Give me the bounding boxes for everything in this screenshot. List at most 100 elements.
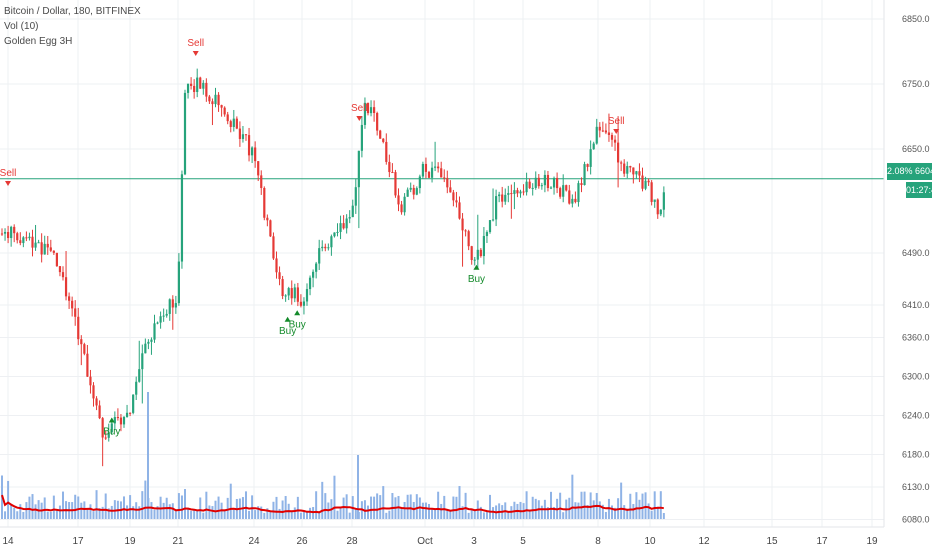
candle-body <box>144 343 147 354</box>
candle-body <box>217 94 220 106</box>
volume-bar <box>171 503 174 519</box>
time-tick-label: 19 <box>866 536 878 547</box>
volume-bar <box>113 500 116 519</box>
candle-body <box>330 236 333 248</box>
candle-body <box>254 147 257 162</box>
candle-body <box>302 301 306 306</box>
candle-body <box>290 288 293 299</box>
volume-bar <box>528 509 531 519</box>
volume-bar <box>489 494 491 519</box>
volume-bar <box>229 483 232 519</box>
time-tick-label: 24 <box>248 536 260 547</box>
volume-bar <box>348 512 351 519</box>
candle-body <box>495 196 498 220</box>
volume-bar <box>58 505 61 519</box>
candle-body <box>376 113 379 131</box>
volume-bar <box>550 491 552 519</box>
volume-bar <box>473 510 476 519</box>
candle-body <box>132 394 135 413</box>
volume-bar <box>583 491 586 519</box>
candle-body <box>211 101 214 105</box>
candle-body <box>522 191 525 193</box>
candle-body <box>165 313 168 316</box>
candle-body <box>229 121 232 127</box>
candle-body <box>455 200 458 203</box>
volume-indicator-label[interactable]: Vol (10) <box>4 21 39 32</box>
candle-body <box>13 226 16 234</box>
candle-body <box>19 240 22 244</box>
candle-body <box>617 142 620 163</box>
volume-bar <box>217 496 220 519</box>
candle-body <box>379 130 382 139</box>
volume-bar <box>434 508 437 519</box>
candle-body <box>549 187 553 189</box>
volume-bar <box>248 510 251 519</box>
candle-body <box>153 323 156 340</box>
time-tick-label: 14 <box>2 536 14 547</box>
volume-bar <box>144 480 147 519</box>
candle-body <box>440 168 443 178</box>
candle-body <box>324 246 327 249</box>
time-tick-label: 28 <box>346 536 358 547</box>
candle-body <box>58 266 62 273</box>
candle-body <box>623 163 626 174</box>
price-tick-label: 6130.0 <box>902 482 930 492</box>
volume-bar <box>461 506 464 519</box>
candle-body <box>232 118 235 127</box>
volume-bar <box>52 495 55 519</box>
candles <box>0 68 665 467</box>
candle-body <box>61 272 65 278</box>
volume-bar <box>333 475 336 519</box>
volume-bar <box>208 505 211 519</box>
volume-bar <box>281 500 284 519</box>
candle-body <box>360 124 363 151</box>
candle-body <box>357 150 360 188</box>
volume-bar <box>455 496 458 519</box>
candle-body <box>40 242 43 255</box>
volume-bar <box>400 508 403 519</box>
volume-bar <box>629 493 632 519</box>
volume-bar <box>650 510 653 519</box>
volume-bar <box>336 510 339 519</box>
volume-bar <box>266 508 269 519</box>
candle-body <box>568 190 571 204</box>
volume-bar <box>168 504 171 519</box>
candle-body <box>34 242 37 248</box>
volume-bar <box>190 510 193 519</box>
candle-body <box>116 417 119 419</box>
volume-bar <box>74 494 77 519</box>
symbol-title[interactable]: Bitcoin / Dollar, 180, BITFINEX <box>4 6 141 17</box>
candle-body <box>467 231 470 247</box>
volume-bar <box>147 392 149 519</box>
price-axis[interactable]: 6850.0 6750.0 6650.0 6490.0 6410.0 6360.0 6300… <box>902 14 930 525</box>
time-tick-label: 15 <box>766 536 778 547</box>
golden-egg-indicator-label[interactable]: Golden Egg 3H <box>4 36 73 47</box>
volume-bar <box>77 496 80 519</box>
candle-body <box>150 339 153 342</box>
buy-signal-label: Buy <box>468 274 485 285</box>
time-tick-label: 12 <box>698 536 710 547</box>
time-axis[interactable]: 14 17 19 21 24 26 28 Oct 3 5 8 10 12 15 17 19 <box>2 536 878 547</box>
candle-body <box>400 204 403 213</box>
candle-body <box>421 163 424 177</box>
candle-body <box>318 248 321 264</box>
chart-legend: Bitcoin / Dollar, 180, BITFINEX Vol (10)… <box>4 4 141 49</box>
volume-bar <box>10 503 13 519</box>
price-tick-label: 6300.0 <box>902 372 930 382</box>
candle-body <box>89 376 92 386</box>
candle-body <box>473 259 476 261</box>
volume-bar <box>245 491 247 519</box>
candle-body <box>125 412 129 417</box>
price-tick-label: 6080.0 <box>902 515 930 525</box>
candle-body <box>260 175 263 188</box>
candle-body <box>202 82 205 89</box>
volume-bar <box>254 510 257 519</box>
candle-body <box>235 118 238 129</box>
candle-body <box>190 83 193 86</box>
candle-body <box>275 258 278 273</box>
candle-body <box>498 194 501 197</box>
volume-bar <box>403 501 406 519</box>
candle-body <box>491 219 495 221</box>
